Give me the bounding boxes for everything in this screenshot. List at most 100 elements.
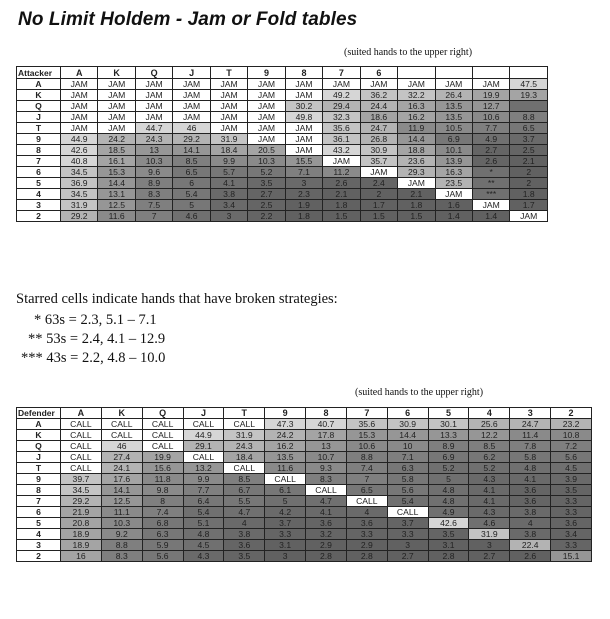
- attacker-column-header: J: [172, 66, 211, 79]
- defender-cell: 6.4: [182, 495, 225, 507]
- defender-cell: 30.9: [386, 418, 429, 430]
- attacker-cell: 5.4: [172, 188, 211, 200]
- defender-cell: 3: [468, 539, 511, 551]
- attacker-row-label: 9: [16, 133, 61, 145]
- attacker-row-label: 5: [16, 177, 61, 189]
- defender-cell: 5.1: [182, 517, 225, 529]
- attacker-cell: JAM: [247, 133, 286, 145]
- attacker-cell: JAM: [434, 188, 473, 200]
- defender-cell: 3.7: [264, 517, 307, 529]
- defender-row: J CALL 27.4 19.9 CALL 18.4 13.5 10.7 8.8 7.1 6.9 6.…: [16, 451, 592, 463]
- attacker-column-header-blank: [434, 66, 473, 79]
- attacker-cell: 34.5: [59, 188, 99, 200]
- attacker-row-label: 3: [16, 199, 61, 211]
- defender-cell: 8.8: [345, 451, 388, 463]
- attacker-cell: 2.6: [322, 177, 361, 189]
- defender-column-header: 4: [468, 407, 511, 419]
- attacker-cell: 2.5: [509, 144, 548, 156]
- defender-cell: 23.2: [550, 418, 592, 430]
- defender-cell: 5.8: [509, 451, 552, 463]
- attacker-cell: 30.2: [284, 100, 324, 112]
- defender-cell: 4.2: [264, 506, 307, 518]
- defender-cell: 29.1: [182, 440, 225, 452]
- defender-cell: 6.1: [264, 484, 307, 496]
- defender-cell: 3.1: [427, 539, 470, 551]
- attacker-cell: 8.8: [509, 111, 548, 123]
- attacker-cell: 32.2: [397, 89, 436, 101]
- attacker-cell: JAM: [247, 111, 286, 123]
- defender-cell: CALL: [305, 484, 347, 496]
- attacker-row: 6 34.5 15.3 9.6 6.5 5.7 5.2 7.1 11.2 JAM 29.3 16.3 *…: [16, 166, 548, 178]
- attacker-cell: 14.4: [97, 177, 136, 189]
- defender-column-header: J: [182, 407, 225, 419]
- defender-cell: 3.6: [223, 539, 266, 551]
- attacker-cell: JAM: [284, 144, 324, 156]
- attacker-row: T JAM JAM 44.7 46 JAM JAM JAM 35.6 24.7 11.9 10.5 7.…: [16, 122, 548, 134]
- defender-cell: 3.8: [509, 528, 552, 540]
- attacker-cell: JAM: [97, 78, 136, 90]
- attacker-cell: 2.7: [247, 188, 286, 200]
- defender-cell: 4.1: [468, 484, 511, 496]
- attacker-cell: 1.4: [471, 210, 511, 222]
- attacker-cell: JAM: [209, 78, 249, 90]
- defender-cell: 3.4: [550, 528, 592, 540]
- defender-cell: 24.1: [100, 462, 143, 474]
- attacker-cell: 8.5: [172, 155, 211, 167]
- defender-cell: 9.3: [305, 462, 347, 474]
- attacker-cell: 11.9: [397, 122, 436, 134]
- defender-cell: CALL: [264, 473, 307, 485]
- attacker-row: K JAM JAM JAM JAM JAM JAM JAM 49.2 36.2 32.2 26.4 19…: [16, 89, 548, 101]
- attacker-cell: JAM: [247, 100, 286, 112]
- attacker-cell: 30.9: [359, 144, 399, 156]
- defender-cell: 7.4: [345, 462, 388, 474]
- defender-cell: 47.3: [264, 418, 307, 430]
- attacker-cell: 1.7: [359, 199, 399, 211]
- attacker-column-header: K: [97, 66, 136, 79]
- attacker-cell: 3: [209, 210, 249, 222]
- defender-cell: CALL: [60, 440, 102, 452]
- starred-heading: Starred cells indicate hands that have b…: [16, 291, 338, 307]
- attacker-cell: *: [471, 166, 511, 178]
- defender-cell: 3.2: [305, 528, 347, 540]
- defender-cell: 5.6: [550, 451, 592, 463]
- attacker-cell: 35.7: [359, 155, 399, 167]
- attacker-cell: JAM: [359, 78, 399, 90]
- attacker-row-label: K: [16, 89, 61, 101]
- defender-cell: 13.3: [427, 429, 470, 441]
- attacker-cell: 1.8: [509, 188, 548, 200]
- attacker-cell: 10.5: [434, 122, 473, 134]
- defender-cell: 24.7: [509, 418, 552, 430]
- defender-cell: 7.2: [550, 440, 592, 452]
- starred-line-53s: ** 53s = 2.4, 4.1 – 12.9: [28, 331, 166, 347]
- defender-cell: 4.3: [182, 550, 225, 562]
- attacker-cell: 31.9: [209, 133, 249, 145]
- attacker-cell: 1.5: [322, 210, 361, 222]
- attacker-cell: 10.1: [434, 144, 473, 156]
- defender-cell: 40.7: [305, 418, 347, 430]
- defender-column-header: A: [60, 407, 102, 419]
- defender-cell: 11.6: [264, 462, 307, 474]
- attacker-cell: 18.6: [359, 111, 399, 123]
- defender-cell: 29.2: [60, 495, 102, 507]
- defender-cell: 4.5: [182, 539, 225, 551]
- defender-row: 8 34.5 14.1 9.8 7.7 6.7 6.1 CALL 6.5 5.6 4.8 4.1 3.6…: [16, 484, 592, 496]
- defender-cell: 18.4: [223, 451, 266, 463]
- defender-column-header: Q: [141, 407, 184, 419]
- defender-cell: 2.9: [305, 539, 347, 551]
- attacker-cell: 16.1: [97, 155, 136, 167]
- attacker-row-label: Q: [16, 100, 61, 112]
- attacker-cell: JAM: [209, 111, 249, 123]
- defender-row: K CALL CALL CALL 44.9 31.9 24.2 17.8 15.3 14.4 13.…: [16, 429, 592, 441]
- attacker-cell: 4.1: [209, 177, 249, 189]
- defender-cell: CALL: [60, 418, 102, 430]
- attacker-cell: 11.2: [322, 166, 361, 178]
- defender-row-label: T: [16, 462, 61, 474]
- attacker-cell: JAM: [209, 122, 249, 134]
- attacker-cell: 11.6: [97, 210, 136, 222]
- defender-cell: 2.8: [427, 550, 470, 562]
- attacker-cell: 16.3: [434, 166, 473, 178]
- attacker-cell: 2.3: [284, 188, 324, 200]
- attacker-column-header: A: [59, 66, 99, 79]
- defender-cell: 7.4: [141, 506, 184, 518]
- attacker-cell: JAM: [172, 100, 211, 112]
